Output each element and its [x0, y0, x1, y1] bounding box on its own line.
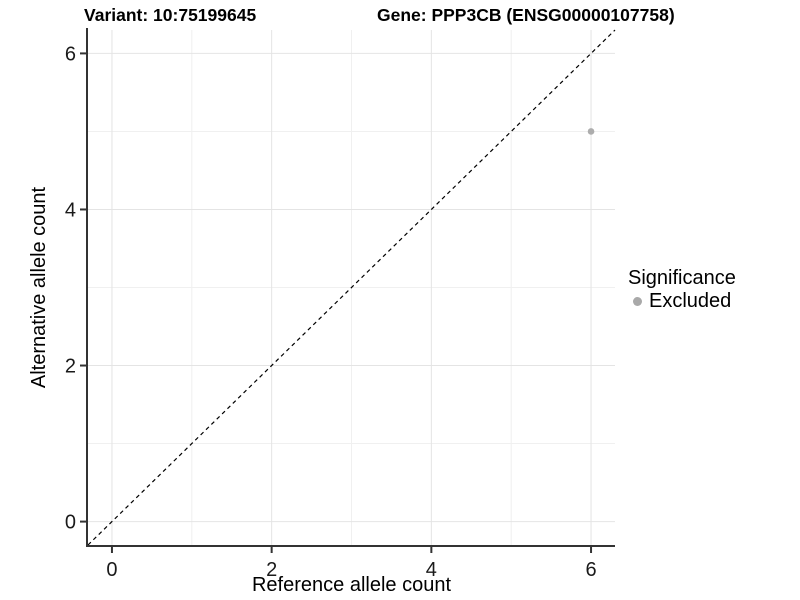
legend-item-label: Excluded [649, 290, 732, 312]
x-axis-title: Reference allele count [251, 574, 451, 596]
legend-title: Significance [628, 267, 736, 289]
variant-title: Variant: 10:75199645 [84, 5, 257, 25]
identity-line [87, 29, 616, 546]
y-tick-label: 0 [65, 512, 76, 534]
x-tick-label: 6 [585, 559, 596, 581]
y-axis-title-container: Alternative allele count [28, 30, 52, 545]
gene-title: Gene: PPP3CB (ENSG00000107758) [377, 5, 675, 25]
legend-point-icon [633, 297, 642, 306]
y-tick-label: 6 [65, 43, 76, 65]
y-tick-label: 4 [65, 199, 76, 221]
legend-item-excluded: Excluded [628, 290, 736, 313]
x-tick-label: 0 [106, 559, 117, 581]
y-tick-label: 2 [65, 356, 76, 378]
x-tick-label: 2 [266, 559, 277, 581]
legend: Significance Excluded [628, 267, 736, 313]
y-axis-title: Alternative allele count [28, 186, 51, 389]
data-point [587, 128, 595, 135]
x-tick-label: 4 [426, 559, 437, 581]
